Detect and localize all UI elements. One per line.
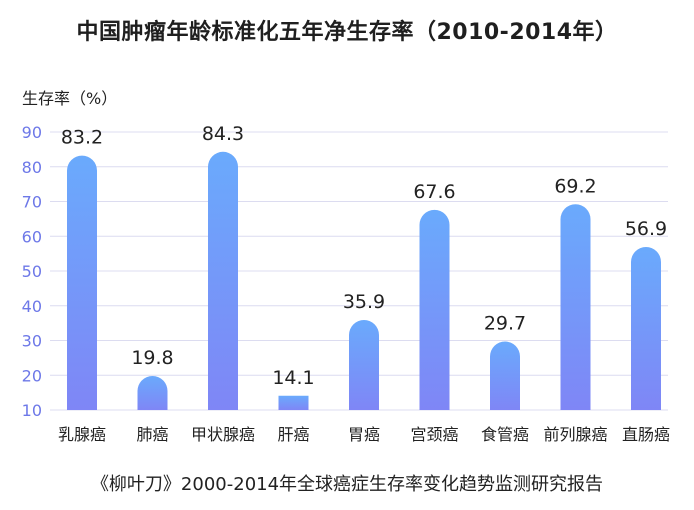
source-caption: 《柳叶刀》2000-2014年全球癌症生存率变化趋势监测研究报告 [90, 474, 604, 495]
y-tick-label: 90 [22, 123, 42, 142]
x-tick-label: 食管癌 [481, 425, 529, 444]
bar-chart: 生存率（%） 10 20 30 40 50 60 70 80 90 83.2 19.8 84.3 14… [22, 89, 670, 444]
x-tick-labels: 乳腺癌 肺癌 甲状腺癌 肝癌 胃癌 宫颈癌 食管癌 前列腺癌 直肠癌 [58, 425, 670, 444]
x-tick-label: 前列腺癌 [543, 425, 607, 444]
bar-value-label: 83.2 [61, 127, 103, 149]
bar-3 [278, 395, 309, 410]
y-tick-label: 20 [22, 366, 42, 385]
value-labels: 83.2 19.8 84.3 14.1 35.9 67.6 29.7 69.2 56.9 [61, 123, 667, 389]
x-tick-label: 胃癌 [348, 425, 380, 444]
bar-8 [631, 247, 661, 410]
bar-value-label: 84.3 [202, 123, 244, 145]
x-tick-label: 肺癌 [136, 425, 168, 444]
y-axis-label: 生存率（%） [22, 89, 117, 108]
x-tick-label: 甲状腺癌 [191, 425, 255, 444]
y-tick-label: 50 [22, 262, 42, 281]
x-tick-label: 乳腺癌 [58, 425, 106, 444]
y-tick-label: 40 [22, 297, 42, 316]
bar-4 [349, 319, 379, 410]
bar-2 [208, 151, 238, 411]
y-tick-label: 60 [22, 227, 42, 246]
y-tick-label: 10 [22, 401, 42, 420]
y-tick-label: 30 [22, 332, 42, 351]
chart-title: 中国肿瘤年龄标准化五年净生存率（2010-2014年） [76, 20, 618, 45]
bar-value-label: 35.9 [343, 291, 385, 313]
x-tick-label: 宫颈癌 [410, 425, 458, 444]
bar-value-label: 67.6 [413, 181, 455, 203]
bars [67, 151, 661, 411]
x-tick-label: 直肠癌 [622, 425, 670, 444]
x-tick-label: 肝癌 [277, 425, 309, 444]
bar-7 [560, 204, 591, 410]
bar-6 [490, 341, 520, 410]
y-tick-labels: 10 20 30 40 50 60 70 80 90 [22, 123, 42, 420]
bar-5 [419, 209, 450, 410]
bar-value-label: 29.7 [484, 313, 526, 335]
bar-1 [137, 375, 168, 410]
bar-value-label: 19.8 [131, 347, 173, 369]
y-tick-label: 80 [22, 158, 42, 177]
y-tick-label: 70 [22, 193, 42, 212]
bar-value-label: 56.9 [625, 218, 667, 240]
bar-value-label: 14.1 [272, 367, 314, 389]
bar-0 [67, 155, 97, 410]
bar-value-label: 69.2 [554, 175, 596, 197]
